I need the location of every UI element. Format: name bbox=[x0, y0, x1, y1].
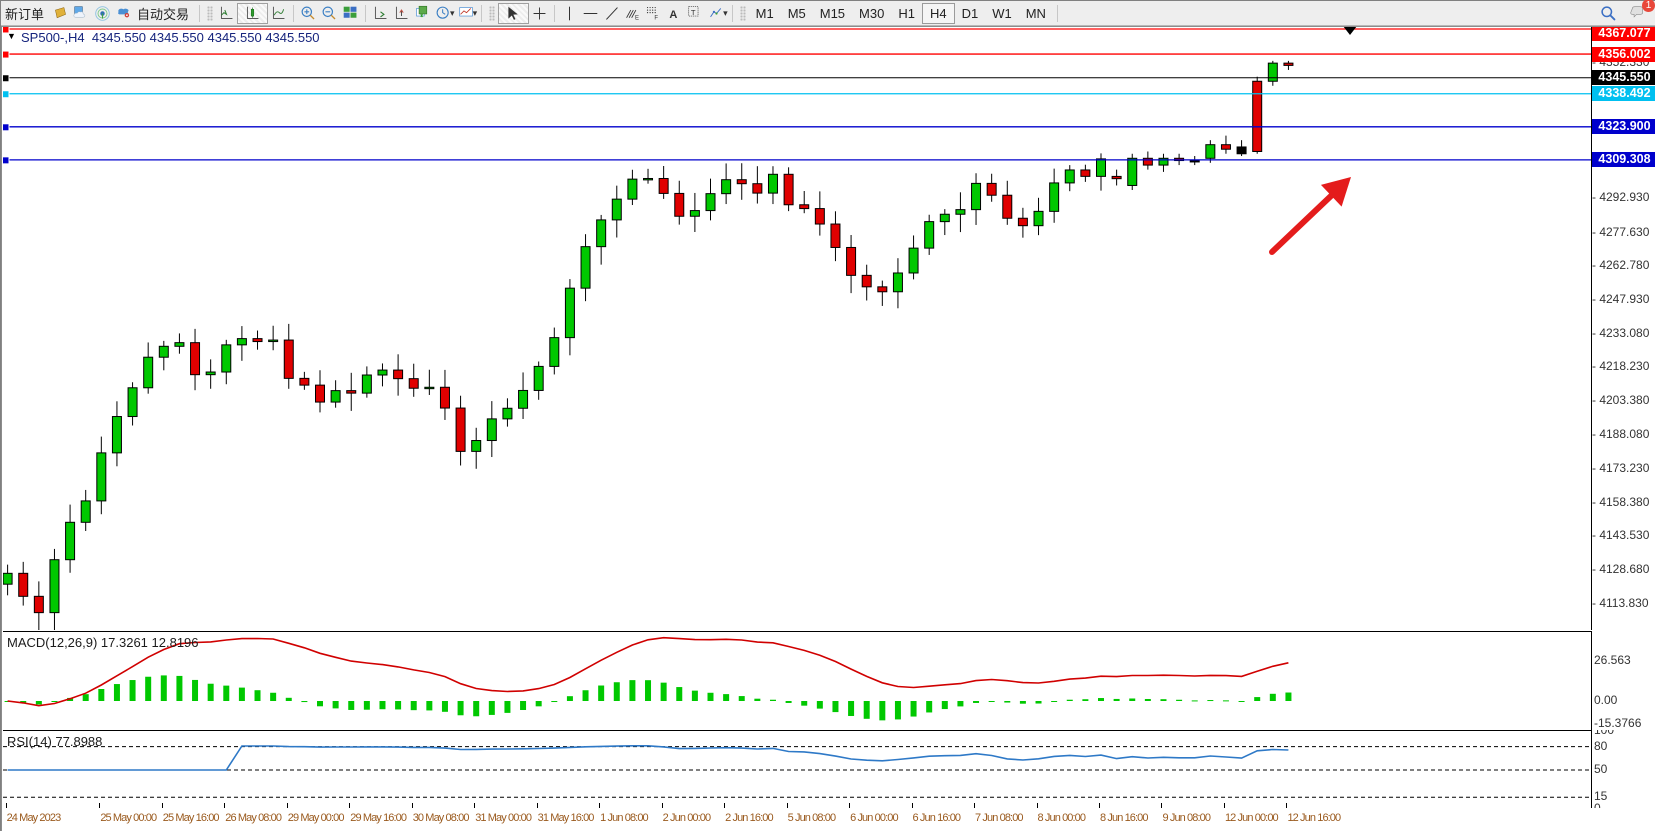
svg-text:A: A bbox=[669, 8, 677, 20]
svg-text:F: F bbox=[654, 15, 658, 21]
svg-text:T: T bbox=[691, 7, 696, 16]
svg-text:E: E bbox=[635, 15, 639, 21]
